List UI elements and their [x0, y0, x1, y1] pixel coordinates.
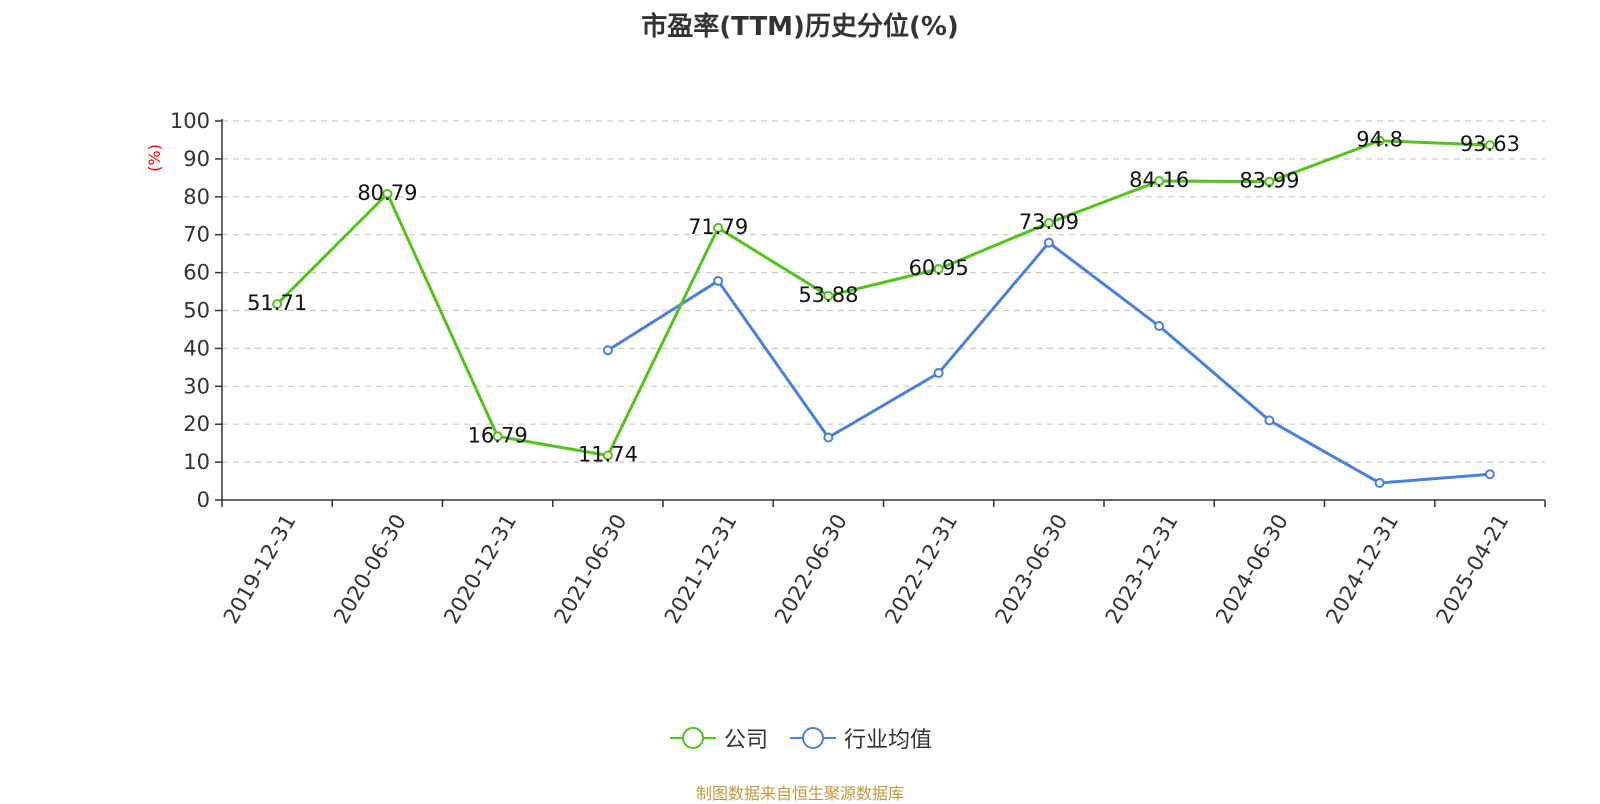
data-point[interactable] [602, 345, 613, 356]
data-point[interactable] [1374, 135, 1385, 146]
data-point[interactable] [1484, 469, 1495, 480]
data-point[interactable] [1043, 217, 1054, 228]
data-label: 93.63 [1460, 132, 1520, 156]
y-tick-label: 100 [170, 109, 210, 133]
legend-marker-icon [669, 727, 716, 749]
data-point[interactable] [1043, 237, 1054, 248]
data-label: 60.95 [909, 256, 969, 280]
y-tick-label: 60 [183, 261, 210, 285]
data-point[interactable] [1484, 140, 1495, 151]
y-tick-label: 40 [183, 336, 210, 360]
series-line-1 [607, 241, 1490, 485]
data-point[interactable] [1264, 176, 1275, 187]
legend-item-1[interactable]: 行业均值 [788, 722, 932, 754]
x-tick-label: 2024-12-31 [1321, 510, 1403, 628]
data-point[interactable] [933, 368, 944, 379]
data-point[interactable] [272, 299, 283, 310]
data-labels: 51.71 80.79 16.79 11.74 71.79 53.88 60.95 73.09… [247, 128, 1520, 467]
x-tick-label: 2022-12-31 [880, 510, 962, 628]
data-label: 51.71 [247, 291, 307, 315]
y-tick-label: 90 [183, 147, 210, 171]
x-tick-label: 2020-06-30 [329, 510, 411, 628]
data-point[interactable] [933, 263, 944, 274]
legend-label: 公司 [723, 728, 768, 753]
data-label: 94.8 [1356, 128, 1403, 152]
data-point[interactable] [713, 222, 724, 233]
data-label: 71.79 [688, 215, 748, 239]
legend-label: 行业均值 [844, 728, 933, 753]
y-tick-label: 80 [183, 185, 210, 209]
data-point[interactable] [713, 275, 724, 286]
x-tick-label: 2020-12-31 [439, 510, 521, 628]
series-line-0 [276, 139, 1490, 458]
x-tick-label: 2023-06-30 [991, 510, 1073, 628]
y-tick-label: 50 [183, 299, 210, 323]
x-tick-label: 2019-12-31 [219, 510, 301, 628]
data-point[interactable] [602, 450, 613, 461]
data-point[interactable] [823, 290, 834, 301]
data-point[interactable] [1264, 415, 1275, 426]
data-point[interactable] [1154, 321, 1165, 332]
data-label: 83.99 [1239, 169, 1299, 193]
data-label: 53.88 [798, 283, 858, 307]
y-tick-label: 10 [183, 450, 210, 474]
data-label: 16.79 [468, 423, 528, 447]
y-tick-label: 70 [183, 223, 210, 247]
data-point[interactable] [492, 431, 503, 442]
data-label: 11.74 [578, 443, 638, 467]
legend: 公司 行业均值 [0, 722, 1600, 757]
data-point[interactable] [823, 432, 834, 443]
chart-title: 市盈率(TTM)历史分位(%) [641, 12, 959, 42]
data-label: 80.79 [357, 181, 417, 205]
x-tick-label: 2025-04-21 [1432, 510, 1514, 628]
legend-marker-icon [790, 727, 836, 749]
x-tick-label: 2021-12-31 [660, 510, 742, 628]
x-tick-label: 2021-06-30 [550, 510, 632, 628]
source-footer: 制图数据来自恒生聚源数据库 [695, 784, 904, 803]
data-label: 84.16 [1129, 168, 1189, 192]
y-tick-label: 30 [183, 374, 210, 398]
data-point[interactable] [1154, 176, 1165, 187]
grid-lines [222, 120, 1545, 463]
data-label: 73.09 [1019, 210, 1079, 234]
y-tick-label: 0 [197, 488, 210, 512]
y-axis-label: (%) [145, 144, 164, 172]
x-tick-label: 2022-06-30 [770, 510, 852, 628]
data-point[interactable] [382, 188, 393, 199]
x-tick-label: 2024-06-30 [1211, 510, 1293, 628]
data-point[interactable] [1374, 477, 1385, 488]
series-lines [272, 135, 1495, 488]
y-tick-label: 20 [183, 412, 210, 436]
legend-item-0[interactable]: 公司 [668, 722, 768, 754]
x-tick-label: 2023-12-31 [1101, 510, 1183, 628]
